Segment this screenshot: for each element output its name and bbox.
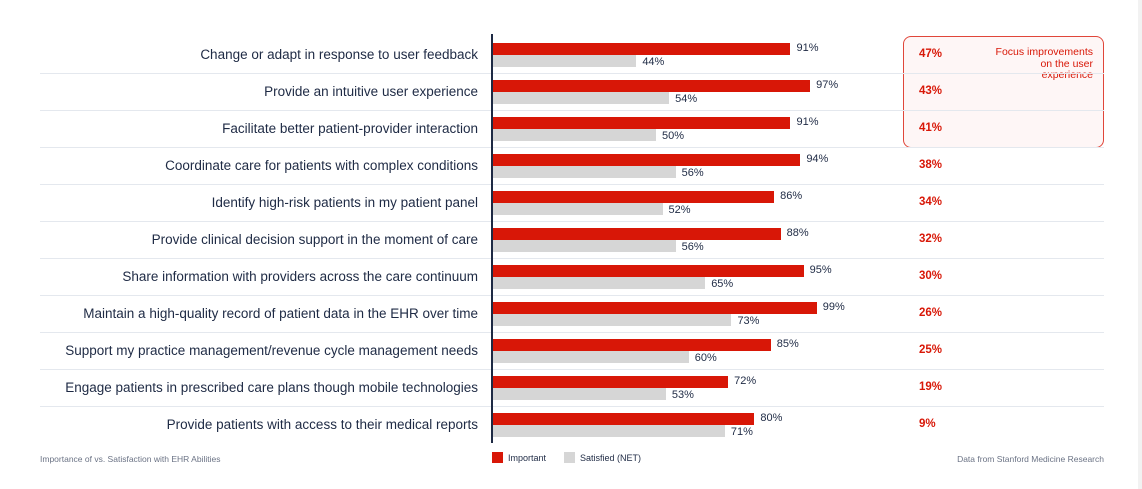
gap-value: 41% (919, 122, 943, 134)
row-separator (40, 332, 1104, 333)
legend: Important Satisfied (NET) (492, 452, 659, 463)
gap-value: 19% (919, 381, 943, 393)
bar-important (492, 191, 775, 203)
bar-satisfied (492, 425, 725, 437)
row-separator (40, 184, 1104, 185)
value-label-satisfied: 52% (668, 204, 691, 216)
bar-satisfied (492, 351, 689, 363)
category-label: Coordinate care for patients with comple… (165, 158, 478, 173)
bar-important (492, 228, 781, 240)
bar-satisfied (492, 240, 676, 252)
category-label: Change or adapt in response to user feed… (200, 47, 478, 62)
row-separator (40, 110, 1104, 111)
value-label-important: 91% (796, 42, 819, 54)
value-label-important: 80% (760, 412, 783, 424)
gap-value: 34% (919, 196, 943, 208)
legend-swatch-satisfied (564, 452, 576, 463)
value-label-satisfied: 50% (662, 130, 685, 142)
row-separator (40, 406, 1104, 407)
gap-value: 32% (919, 233, 943, 245)
gap-value: 47% (919, 48, 943, 60)
value-label-satisfied: 44% (642, 56, 665, 68)
y-axis-line (491, 34, 493, 443)
value-label-satisfied: 56% (681, 167, 704, 179)
row-separator (40, 147, 1104, 148)
legend-label-important: Important (508, 452, 547, 463)
bar-important (492, 339, 771, 351)
category-label: Engage patients in prescribed care plans… (65, 380, 478, 395)
value-label-satisfied: 54% (675, 93, 698, 105)
bar-satisfied (492, 203, 663, 215)
bar-important (492, 265, 804, 277)
category-label: Share information with providers across … (122, 269, 478, 284)
value-label-satisfied: 65% (711, 278, 734, 290)
value-label-satisfied: 56% (681, 241, 704, 253)
legend-label-satisfied: Satisfied (NET) (580, 452, 642, 463)
bar-satisfied (492, 314, 732, 326)
gap-value: 9% (919, 418, 936, 430)
bar-satisfied (492, 277, 706, 289)
bar-satisfied (492, 388, 666, 400)
row-separator (40, 295, 1104, 296)
value-label-important: 99% (822, 301, 845, 313)
gap-value: 26% (919, 307, 943, 319)
value-label-important: 91% (796, 116, 819, 128)
value-label-important: 88% (786, 227, 809, 239)
bar-satisfied (492, 55, 637, 67)
row-separator (40, 258, 1104, 259)
bar-important (492, 80, 811, 92)
value-label-important: 72% (734, 375, 757, 387)
gap-value: 30% (919, 270, 943, 282)
value-label-satisfied: 73% (737, 315, 760, 327)
category-label: Identify high-risk patients in my patien… (211, 195, 478, 210)
callout-annotation: Focus improvements on the user experienc… (995, 46, 1093, 81)
gap-value: 38% (919, 159, 943, 171)
chart-title: Importance of vs. Satisfaction with EHR … (40, 454, 221, 464)
row-separator (40, 221, 1104, 222)
bar-important (492, 117, 791, 129)
bar-important (492, 413, 755, 425)
legend-item-satisfied: Satisfied (NET) (564, 452, 641, 463)
bar-important (492, 376, 729, 388)
gap-value: 25% (919, 344, 943, 356)
value-label-important: 97% (816, 79, 839, 91)
gap-value: 43% (919, 85, 943, 97)
source-note: Data from Stanford Medicine Research (957, 454, 1104, 464)
bar-important (492, 43, 791, 55)
row-separator (40, 73, 1104, 74)
legend-swatch-important (492, 452, 503, 463)
category-label: Provide patients with access to their me… (166, 417, 478, 432)
bar-satisfied (492, 92, 670, 104)
category-label: Support my practice management/revenue c… (65, 343, 478, 358)
callout-box: Focus improvements on the user experienc… (903, 36, 1104, 148)
value-label-important: 85% (776, 338, 799, 350)
value-label-important: 95% (809, 264, 832, 276)
bar-satisfied (492, 166, 676, 178)
value-label-satisfied: 53% (671, 389, 694, 401)
category-label: Maintain a high-quality record of patien… (83, 306, 478, 321)
bar-important (492, 154, 801, 166)
bar-important (492, 302, 817, 314)
window-edge (1138, 0, 1142, 489)
value-label-important: 86% (780, 190, 803, 202)
category-label: Provide clinical decision support in the… (151, 232, 478, 247)
bar-satisfied (492, 129, 656, 141)
legend-item-important: Important (492, 452, 546, 463)
value-label-satisfied: 60% (694, 352, 717, 364)
category-label: Facilitate better patient-provider inter… (222, 121, 478, 136)
row-separator (40, 369, 1104, 370)
value-label-important: 94% (806, 153, 829, 165)
value-label-satisfied: 71% (730, 426, 753, 438)
category-label: Provide an intuitive user experience (264, 84, 478, 99)
